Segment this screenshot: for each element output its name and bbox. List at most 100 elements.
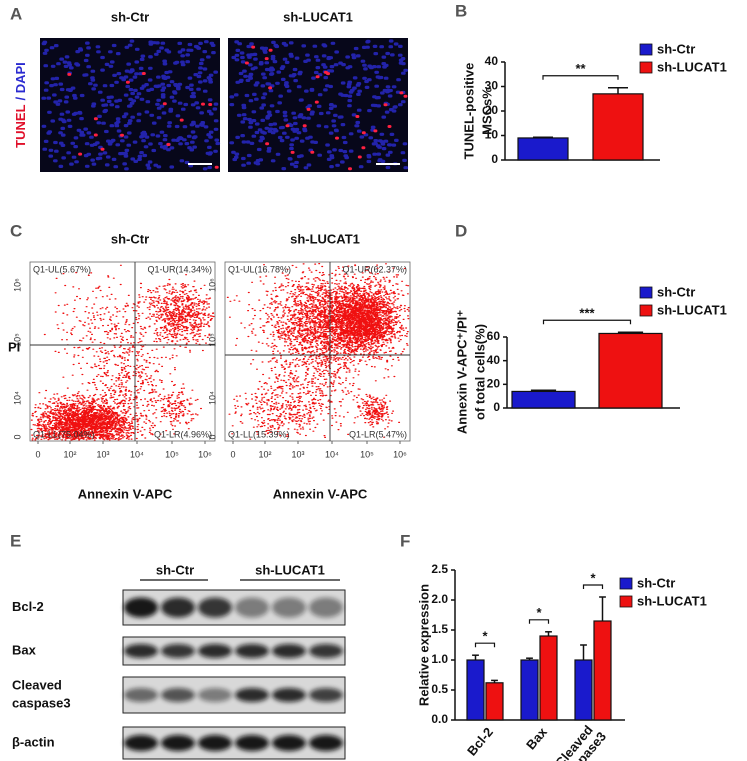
- y-tick-label: 1.5: [431, 622, 448, 636]
- legend-swatch: [639, 61, 653, 74]
- y-tick-label: 10⁶: [207, 278, 217, 292]
- quadrant-label: Q1-UR(14.34%): [147, 264, 212, 274]
- x-tick-label: 10⁶: [393, 449, 407, 459]
- x-tick-label: 10³: [291, 449, 304, 459]
- tunel-cells: [67, 72, 219, 169]
- x-tick-label: 10⁵: [165, 449, 179, 459]
- panel-label: E: [10, 531, 21, 550]
- significance-bracket: [582, 584, 604, 589]
- y-tick-label: 10⁴: [207, 391, 217, 405]
- quadrant-label: Q1-UL(5.67%): [33, 264, 91, 274]
- band: [235, 644, 269, 658]
- band: [235, 597, 269, 618]
- band: [198, 644, 232, 658]
- blot: [122, 676, 346, 714]
- legend-label: sh-LUCAT1: [657, 59, 727, 74]
- tunel-cells: [244, 45, 408, 171]
- band: [235, 688, 269, 702]
- band: [272, 735, 306, 751]
- legend-swatch: [639, 304, 653, 317]
- band: [309, 644, 343, 658]
- nuclei: [41, 39, 221, 171]
- plot-frame: [29, 261, 216, 442]
- y-tick-label: 60: [487, 329, 501, 343]
- band: [272, 688, 306, 702]
- y-tick-label: 30: [485, 79, 499, 93]
- panel-label: A: [10, 4, 22, 23]
- image-title: sh-Ctr: [111, 9, 149, 24]
- bar: [592, 93, 644, 161]
- band: [124, 597, 158, 618]
- blot: [122, 589, 346, 626]
- legend-swatch: [639, 43, 653, 56]
- significance-bracket: [474, 642, 496, 648]
- significance-bracket: [542, 75, 619, 80]
- y-tick-label: 0.0: [431, 712, 448, 726]
- band: [198, 735, 232, 751]
- panel-label: C: [10, 221, 22, 240]
- y-axis-label: Annexin V-APC⁺/PI⁺: [454, 310, 469, 434]
- y-axis-label: PI: [8, 339, 20, 354]
- band: [198, 688, 232, 702]
- x-axis-label: Annexin V-APC: [273, 486, 368, 501]
- event-cloud: [226, 263, 410, 440]
- y-tick-label: 40: [485, 54, 499, 68]
- panel-label: D: [455, 221, 467, 240]
- blot: [122, 636, 346, 666]
- band: [309, 735, 343, 751]
- x-tick-label: Cleaved caspase3: [549, 720, 609, 761]
- legend-label: sh-LUCAT1: [637, 593, 707, 608]
- row-label: caspase3: [12, 695, 71, 710]
- band: [198, 597, 232, 618]
- x-tick-label: 10³: [96, 449, 109, 459]
- band: [124, 735, 158, 751]
- row-label: Bcl-2: [12, 599, 44, 614]
- group-label: sh-LUCAT1: [255, 562, 325, 577]
- panel-label: F: [400, 531, 410, 550]
- stain-dapi: / DAPI: [13, 62, 28, 100]
- band: [309, 597, 343, 618]
- image-title: sh-LUCAT1: [283, 9, 353, 24]
- y-tick-label: 40: [487, 353, 501, 367]
- quadrant-label: Q1-LL(15.39%): [228, 429, 290, 439]
- significance-bracket: [528, 619, 550, 624]
- x-tick-label: 10⁶: [198, 449, 212, 459]
- band: [235, 735, 269, 751]
- significance-mark: *: [482, 629, 488, 644]
- y-axis-label: TUNEL-positive: [461, 63, 476, 160]
- band: [272, 644, 306, 658]
- plot-title: sh-Ctr: [111, 231, 149, 246]
- band: [161, 688, 195, 702]
- legend-swatch: [619, 595, 633, 608]
- y-tick-label: 2.0: [431, 592, 448, 606]
- y-axis-label: MSCs%: [479, 87, 494, 135]
- x-tick-label: 10²: [63, 449, 76, 459]
- y-axis-label: Relative expression: [416, 584, 431, 706]
- y-tick-label: 20: [485, 103, 499, 117]
- bar: [511, 390, 576, 409]
- panel-label: B: [455, 1, 467, 20]
- quadrant-label: Q1-LR(5.47%): [349, 429, 407, 439]
- bar: [485, 682, 504, 721]
- plot-frame: [224, 261, 411, 442]
- bar: [520, 659, 539, 721]
- significance-mark: **: [575, 61, 586, 76]
- band: [309, 688, 343, 702]
- legend-swatch: [619, 577, 633, 590]
- significance-mark: *: [590, 570, 596, 585]
- x-tick-label: Bax: [523, 724, 550, 753]
- legend-label: sh-Ctr: [657, 41, 695, 56]
- significance-mark: ***: [579, 306, 595, 321]
- y-tick-label: 0: [493, 400, 500, 414]
- legend-label: sh-Ctr: [637, 575, 675, 590]
- x-tick-label: 0: [35, 449, 40, 459]
- y-tick-label: 2.5: [431, 562, 448, 576]
- y-tick-label: 0.5: [431, 682, 448, 696]
- quadrant-label: Q1-UR(62.37%): [342, 264, 407, 274]
- bar: [539, 635, 558, 721]
- band: [124, 688, 158, 702]
- y-tick-label: 10⁵: [12, 333, 22, 347]
- y-tick-label: 1.0: [431, 652, 448, 666]
- legend-label: sh-Ctr: [657, 284, 695, 299]
- band: [161, 644, 195, 658]
